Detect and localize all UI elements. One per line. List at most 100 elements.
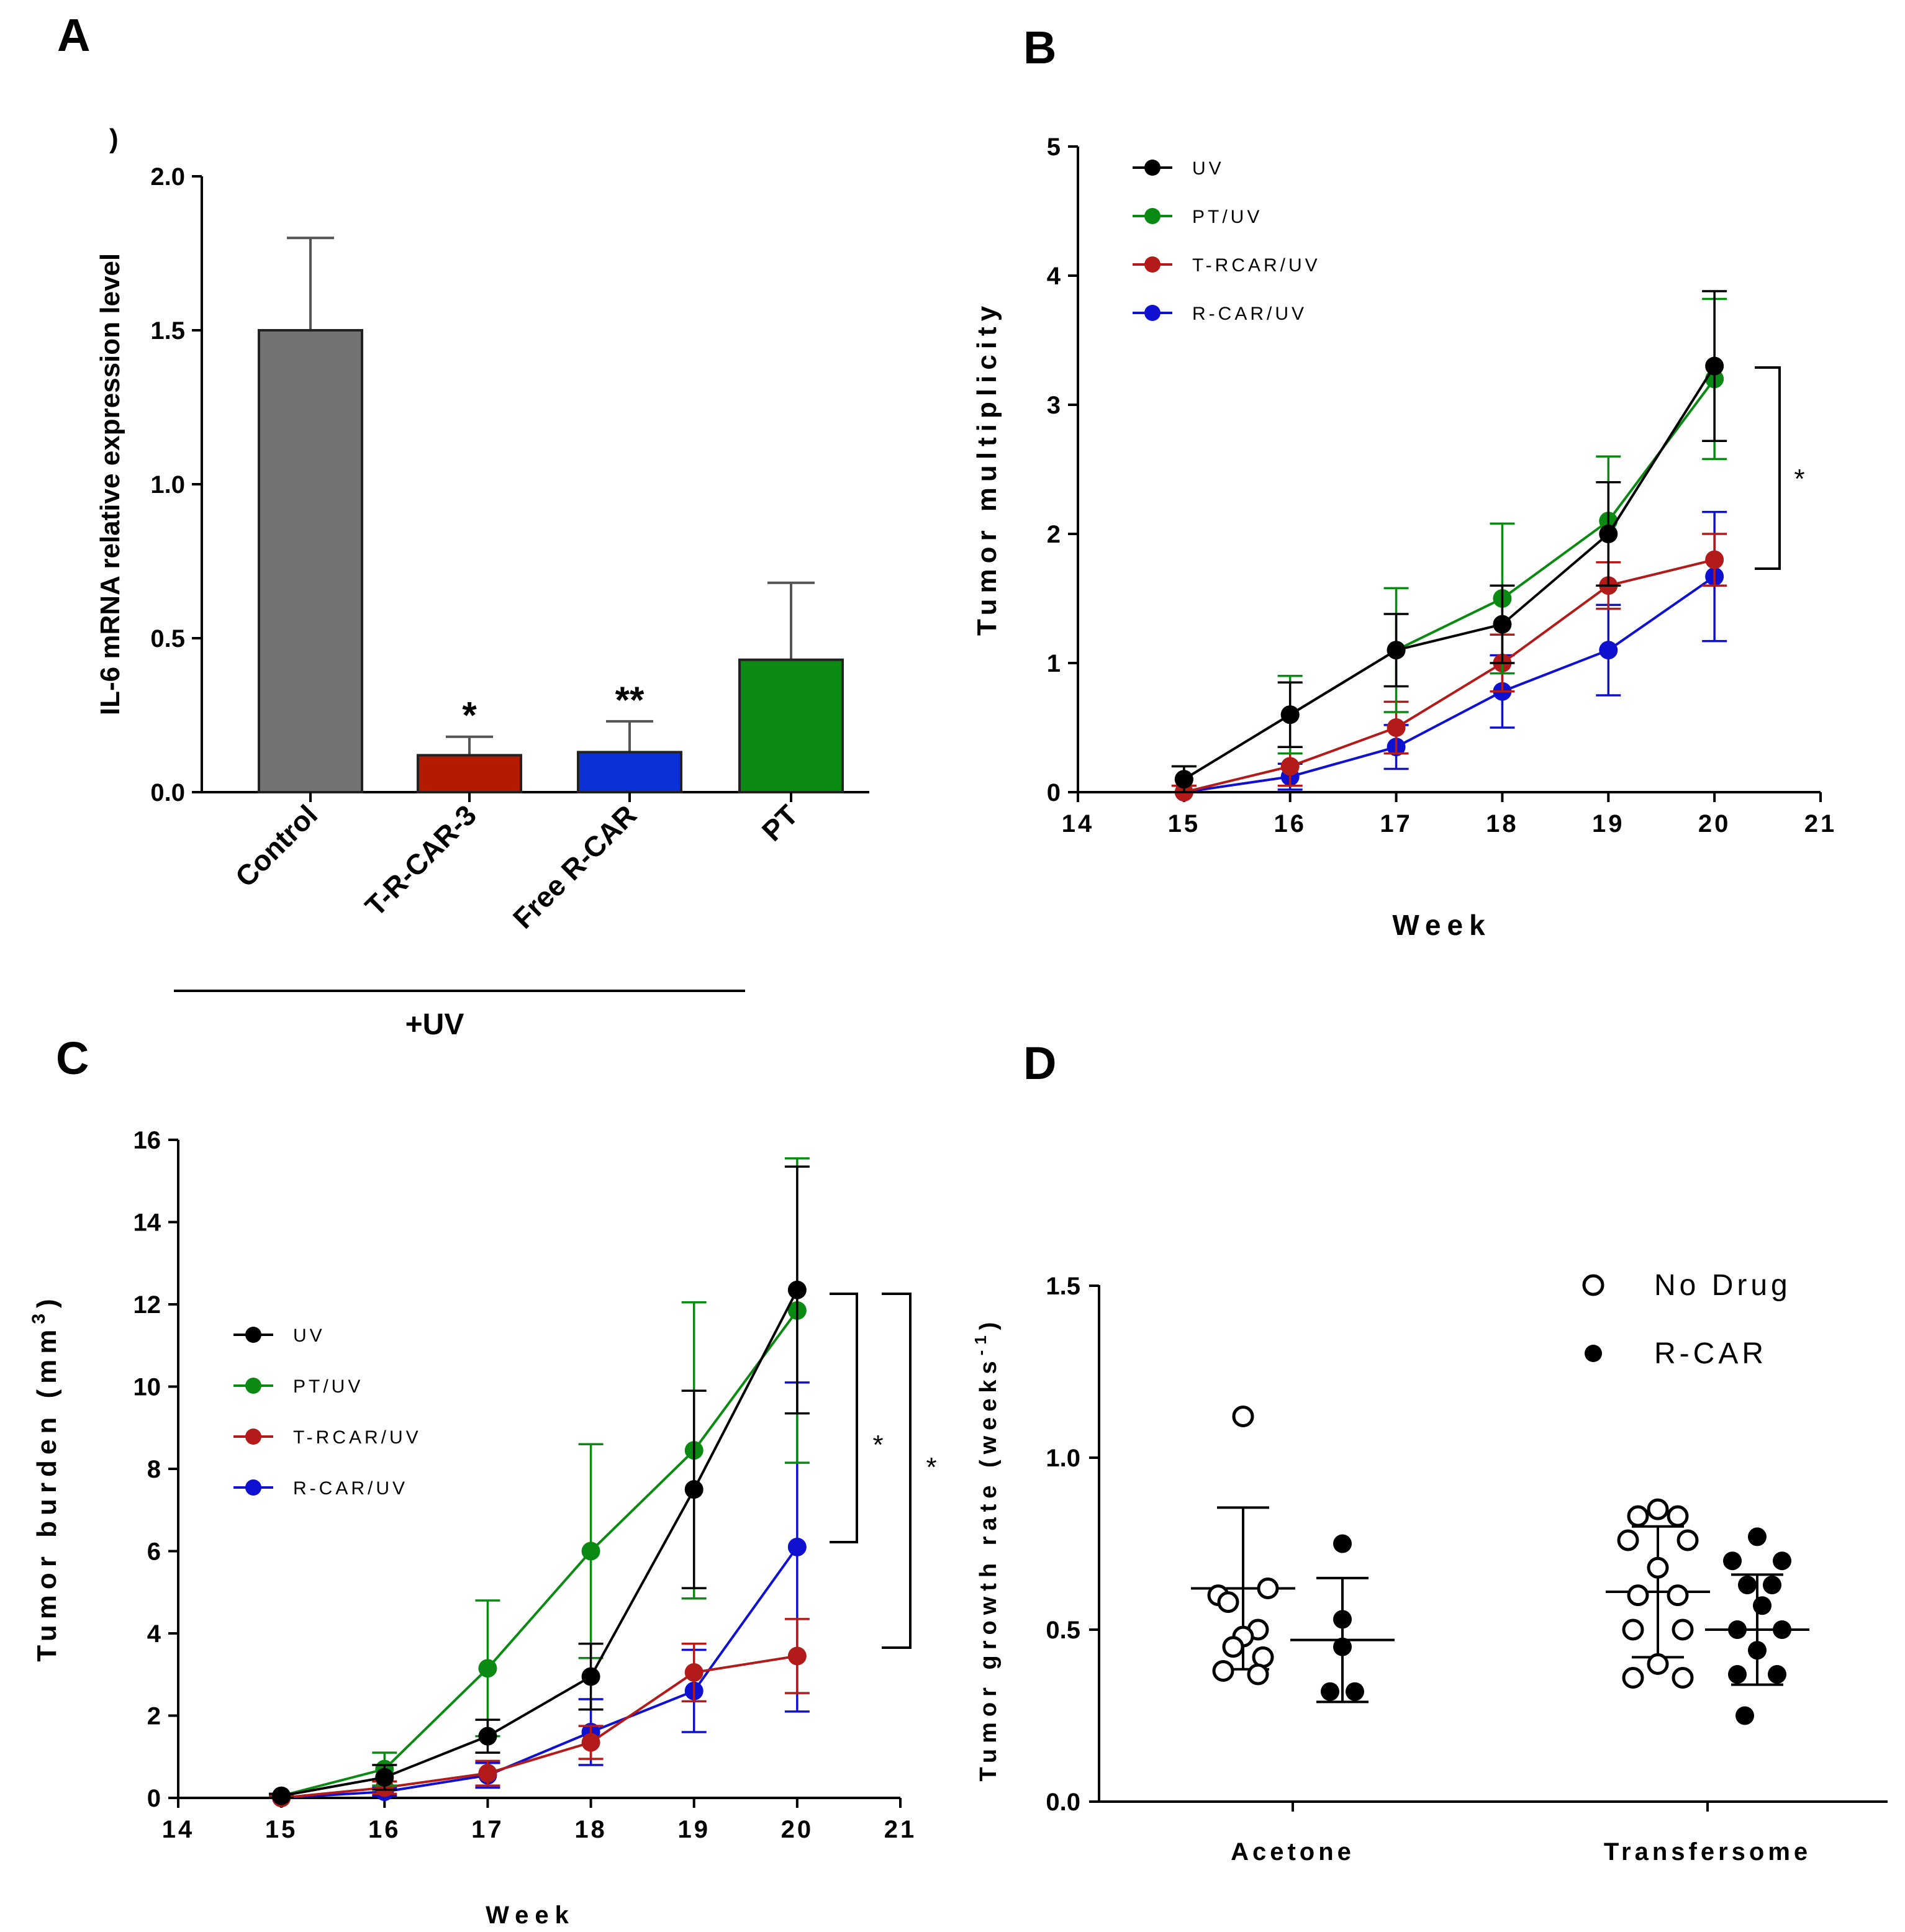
panel-c-legend-marker xyxy=(245,1429,261,1445)
panel-c-y-tick-label: 12 xyxy=(133,1291,161,1319)
panel-b-y-tick-label: 0 xyxy=(1047,779,1061,806)
panel-d-data-point xyxy=(1672,1667,1694,1689)
panel-d-data-point xyxy=(1647,1653,1669,1675)
panel-b-data-point xyxy=(1599,525,1618,543)
panel-c-legend-item: R-CAR/UV xyxy=(233,1478,405,1499)
panel-b-legend-marker xyxy=(1144,256,1161,273)
panel-d-data-point xyxy=(1728,1620,1747,1639)
panel-a-y-tick-label: 0.0 xyxy=(150,779,185,806)
panel-d-legend-item: No Drug xyxy=(1582,1269,1791,1302)
panel-c-series-line xyxy=(281,1654,798,1799)
panel-a-y-tick-label: 2.0 xyxy=(150,163,185,191)
panel-b-x-tick-label: 15 xyxy=(1168,810,1201,837)
panel-d-data-point xyxy=(1728,1665,1747,1684)
panel-b-series-line xyxy=(1183,558,1715,793)
panel-b-legend-label: PT/UV xyxy=(1192,207,1262,227)
panel-c-y-tick-label: 2 xyxy=(147,1703,161,1730)
panel-c-series-line xyxy=(281,1309,799,1797)
panel-c-data-point xyxy=(684,1480,704,1499)
panel-b-legend-marker xyxy=(1144,305,1161,321)
panel-b-legend-item: R-CAR/UV xyxy=(1133,304,1304,324)
panel-d-y-tick-label: 1.5 xyxy=(1046,1273,1080,1300)
panel-c-legend: UV PT/UV T-RCAR/UV R-CAR/UV xyxy=(233,1325,422,1499)
panel-d-data-point xyxy=(1627,1505,1649,1527)
panel-b-y-tick-label: 3 xyxy=(1047,392,1061,419)
panel-d-data-point xyxy=(1617,1529,1639,1551)
panel-b-data-point xyxy=(1280,757,1300,776)
panel-c-x-tick-label: 20 xyxy=(781,1816,814,1843)
panel-d-data-point xyxy=(1738,1575,1757,1594)
panel-d-data-point xyxy=(1622,1618,1644,1641)
panel-d-legend-marker xyxy=(1585,1345,1602,1362)
panel-c-data-point xyxy=(272,1786,291,1805)
panel-c-y-axis-label-main: Tumor burden (mm xyxy=(32,1324,62,1662)
panel-a-y-ticks: 0.0 0.5 1.0 1.5 2.0 xyxy=(150,163,202,806)
panel-c-data-point xyxy=(581,1733,600,1752)
panel-c-x-axis-label: Week xyxy=(486,1902,575,1929)
panel-d-data-point xyxy=(1333,1637,1352,1656)
panel-c: C Tumor burden (mm3) 14 15 16 17 18 19 20 21 0 2 4… xyxy=(29,1032,937,1929)
panel-c-x-tick-label: 18 xyxy=(574,1816,607,1843)
panel-c-x-tick-label: 17 xyxy=(471,1816,504,1843)
panel-c-data-point xyxy=(581,1542,600,1561)
panel-b-data-point xyxy=(1599,641,1618,660)
panel-c-series-line xyxy=(281,1546,799,1799)
panel-b-series-r-car-uv xyxy=(1171,510,1727,801)
panel-b-data-point xyxy=(1387,641,1406,660)
panel-d-legend-marker xyxy=(1582,1274,1604,1296)
panel-b: B Tumor multiplicity 14 15 16 17 18 19 20 21 0 1 2… xyxy=(972,22,1834,941)
panel-c-y-tick-label: 10 xyxy=(133,1374,161,1401)
panel-d-x-tick-label: Acetone xyxy=(1231,1838,1355,1866)
panel-a-x-tick-label: PT xyxy=(756,798,804,847)
panel-c-y-tick-label: 14 xyxy=(133,1209,161,1237)
panel-b-x-tick-label: 14 xyxy=(1062,810,1095,837)
panel-c-y-tick-label: 16 xyxy=(133,1127,161,1154)
panel-c-significance-star-1: * xyxy=(872,1430,883,1460)
panel-c-data-point xyxy=(375,1767,394,1787)
panel-d-points xyxy=(1191,1406,1809,1725)
panel-d-y-axis-label-close: ) xyxy=(975,1317,1002,1330)
panel-a-y-tick-label: 0.5 xyxy=(150,625,185,652)
panel-b-legend-label: UV xyxy=(1192,158,1224,179)
panel-d-group-transfersome-r-car xyxy=(1705,1527,1809,1725)
panel-d-data-point xyxy=(1748,1527,1767,1546)
panel-a-significance: ** xyxy=(615,679,645,721)
panel-d-legend-label: No Drug xyxy=(1654,1269,1791,1302)
panel-b-legend-marker xyxy=(1144,208,1161,224)
panel-b-legend: UV PT/UV T-RCAR/UV R-CAR/UV xyxy=(1133,158,1318,324)
panel-b-legend-item: UV xyxy=(1133,158,1224,179)
panel-d-data-point xyxy=(1217,1591,1239,1614)
panel-a-x-tick-label: Control xyxy=(229,798,324,893)
panel-b-y-tick-label: 2 xyxy=(1047,521,1061,548)
panel-a-group-label: +UV xyxy=(405,1008,464,1041)
panel-d-legend: No Drug R-CAR xyxy=(1582,1269,1791,1370)
panel-c-legend-item: T-RCAR/UV xyxy=(233,1427,422,1448)
panel-letter-b: B xyxy=(1023,22,1056,73)
panel-d-data-point xyxy=(1321,1682,1339,1701)
panel-b-x-axis-label: Week xyxy=(1392,909,1491,941)
panel-c-x-tick-label: 21 xyxy=(884,1816,917,1843)
panel-b-y-tick-label: 1 xyxy=(1047,650,1061,677)
panel-b-significance-bracket xyxy=(1755,366,1781,570)
panel-d-data-point xyxy=(1212,1659,1234,1682)
panel-d-data-point xyxy=(1667,1584,1689,1607)
panel-d-data-point xyxy=(1247,1663,1269,1686)
panel-c-data-point xyxy=(478,1727,497,1746)
panel-c-x-tick-label: 19 xyxy=(677,1816,710,1843)
panel-c-x-tick-label: 15 xyxy=(265,1816,298,1843)
panel-a-y-tick-label: 1.0 xyxy=(150,471,185,499)
panel-c-legend-label: T-RCAR/UV xyxy=(293,1427,422,1448)
panel-c-significance-star-2: * xyxy=(926,1452,936,1483)
panel-c-y-axis-label-sup: 3 xyxy=(29,1308,49,1324)
panel-c-y-tick-label: 6 xyxy=(147,1538,161,1566)
panel-d-y-tick-label: 1.0 xyxy=(1046,1445,1080,1472)
panel-a-x-tick-label: Free R-CAR xyxy=(507,798,643,934)
panel-a-bar-t-r-car-3 xyxy=(417,754,522,793)
panel-c-y-tick-label: 0 xyxy=(147,1785,161,1812)
panel-d-data-point xyxy=(1753,1596,1772,1615)
panel-d-data-point xyxy=(1346,1682,1364,1701)
panel-b-axes xyxy=(1077,147,1821,793)
panel-b-y-tick-label: 5 xyxy=(1047,133,1061,161)
panel-d-data-point xyxy=(1768,1665,1786,1684)
